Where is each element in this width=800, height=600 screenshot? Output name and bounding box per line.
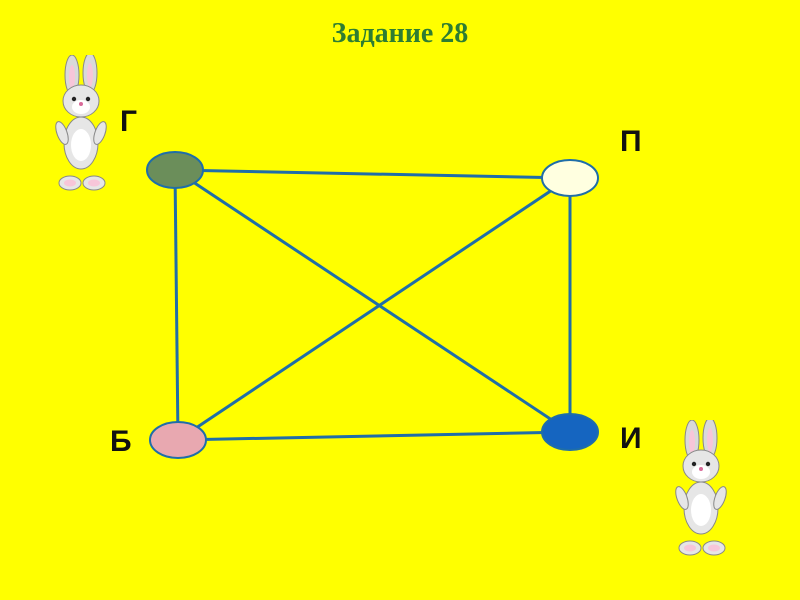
node-label-b: Б — [110, 425, 132, 459]
graph-edge — [178, 432, 570, 440]
bunny-icon — [40, 55, 130, 205]
graph-edge — [175, 170, 570, 178]
graph-edge — [178, 178, 570, 440]
slide: Задание 28 Г П Б И — [0, 0, 800, 600]
graph-edge — [175, 170, 570, 432]
graph-node — [150, 422, 206, 458]
graph-node — [542, 160, 598, 196]
node-label-p: П — [620, 125, 642, 159]
graph-node — [542, 414, 598, 450]
graph-node — [147, 152, 203, 188]
bunny-icon — [660, 420, 750, 570]
node-label-i: И — [620, 422, 642, 456]
graph-edge — [175, 170, 178, 440]
